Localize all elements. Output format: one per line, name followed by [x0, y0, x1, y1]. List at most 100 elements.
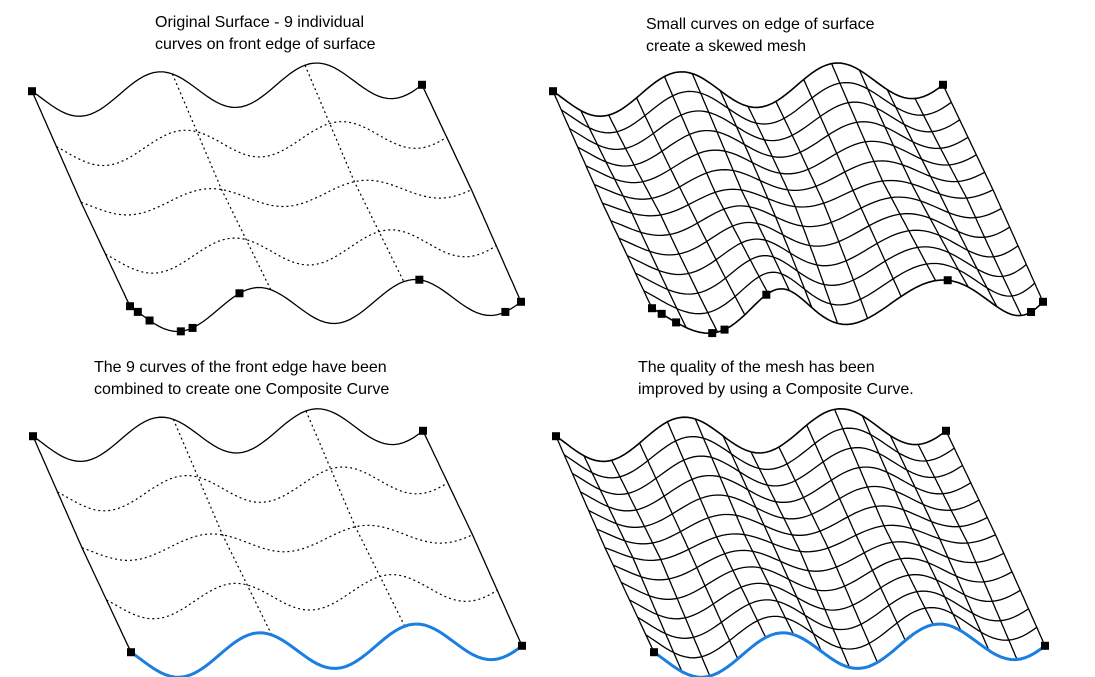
improved-mesh-panel [552, 407, 1049, 677]
front-edge-curve [129, 278, 522, 333]
dotted-isoparm-line [57, 466, 449, 512]
right-edge-curve [422, 430, 523, 647]
mesh-column-line [750, 451, 851, 668]
curve-break-marker [501, 307, 510, 316]
original-surface-panel [28, 62, 525, 336]
mesh-column-line [636, 97, 746, 316]
mesh-row-line [643, 262, 1036, 315]
mesh-row-line [621, 557, 1013, 600]
mesh-column-line [830, 63, 937, 281]
back-edge-curve [32, 408, 424, 463]
mesh-column-line [942, 84, 1044, 303]
vertex-marker [939, 80, 947, 89]
mesh-column-line [861, 415, 962, 632]
vertex-marker [650, 648, 658, 657]
dotted-isoparm-line [305, 410, 406, 627]
vertex-marker [419, 426, 427, 435]
dotted-isoparm-line [81, 524, 473, 562]
mesh-column-line [691, 73, 790, 291]
vertex-marker [942, 426, 950, 435]
vertex-marker [127, 648, 135, 657]
curve-break-marker [672, 318, 681, 327]
mesh-row-line [602, 179, 994, 217]
curve-break-marker [145, 316, 154, 325]
vertex-marker [518, 641, 526, 650]
composite-curve [653, 622, 1046, 677]
caption-skewed-mesh: Small curves on edge of surface create a… [646, 14, 875, 58]
mesh-column-line [552, 90, 653, 309]
back-edge-curve [31, 62, 423, 117]
curve-break-marker [648, 304, 656, 313]
caption-line: The 9 curves of the front edge have been [94, 359, 387, 376]
mesh-row-line [637, 590, 1029, 639]
curve-break-marker [235, 289, 244, 298]
curve-break-marker [133, 307, 142, 316]
mesh-column-line [806, 424, 906, 641]
mesh-column-line [694, 418, 795, 635]
vertex-marker [28, 87, 36, 96]
mesh-column-line [663, 76, 769, 294]
curve-break-marker [708, 329, 717, 338]
left-edge-curve [32, 435, 132, 653]
curve-break-marker [126, 302, 134, 311]
dotted-isoparm-line [105, 229, 497, 274]
caption-original-surface: Original Surface - 9 individual curves o… [155, 12, 376, 56]
mesh-column-line [747, 106, 839, 324]
curve-break-marker [517, 297, 525, 306]
mesh-row-line [629, 574, 1021, 620]
dotted-isoparm-line [80, 179, 472, 216]
mesh-column-line [583, 455, 683, 672]
vertex-marker [1041, 641, 1049, 650]
dotted-isoparm-line [106, 574, 498, 620]
dotted-isoparm-line [304, 64, 405, 282]
mesh-column-line [833, 409, 934, 625]
mesh-column-line [945, 430, 1046, 647]
curve-break-marker [1039, 297, 1047, 306]
curve-break-marker [176, 327, 185, 336]
dotted-isoparm-line [56, 121, 448, 167]
skewed-mesh-panel [549, 62, 1047, 338]
curve-break-marker [943, 276, 952, 285]
caption-line: combined to create one Composite Curve [94, 381, 390, 398]
mesh-column-line [889, 435, 990, 651]
mesh-column-line [858, 69, 969, 288]
left-edge-curve [31, 90, 131, 307]
dotted-isoparm-line [171, 73, 272, 290]
mesh-column-line [803, 79, 902, 297]
caption-line: Small curves on edge of surface [646, 16, 875, 33]
vertex-marker [552, 432, 560, 441]
mesh-row-line [596, 505, 988, 545]
caption-line: create a skewed mesh [646, 38, 807, 55]
mesh-row-line [604, 524, 996, 562]
mesh-row-line [612, 541, 1005, 581]
mesh-column-line [666, 421, 767, 638]
composite-curve [130, 622, 523, 677]
caption-line: The quality of the mesh has been [638, 359, 875, 376]
right-edge-curve [421, 84, 522, 303]
mesh-row-line [552, 62, 944, 118]
caption-improved-mesh: The quality of the mesh has been improve… [638, 357, 914, 401]
mesh-row-line [569, 101, 961, 151]
mesh-column-line [555, 435, 655, 653]
mesh-row-line [571, 447, 963, 496]
mesh-row-line [555, 407, 947, 463]
caption-line: Original Surface - 9 individual [155, 14, 364, 31]
vertex-marker [418, 80, 426, 89]
curve-break-marker [657, 309, 666, 318]
vertex-marker [29, 432, 37, 441]
dotted-isoparm-line [172, 419, 273, 636]
caption-line: improved by using a Composite Curve. [638, 381, 914, 398]
mesh-column-line [917, 444, 1018, 660]
mesh-column-line [886, 89, 998, 308]
curve-break-marker [720, 325, 729, 334]
mesh-row-line [618, 213, 1011, 256]
caption-line: curves on front edge of surface [155, 36, 376, 53]
caption-composite-curve: The 9 curves of the front edge have been… [94, 357, 389, 401]
curve-break-marker [415, 275, 424, 284]
curve-break-marker [762, 290, 771, 299]
mesh-column-line [719, 90, 813, 308]
mesh-column-line [611, 460, 711, 677]
vertex-marker [549, 87, 557, 96]
mesh-column-line [775, 101, 869, 319]
